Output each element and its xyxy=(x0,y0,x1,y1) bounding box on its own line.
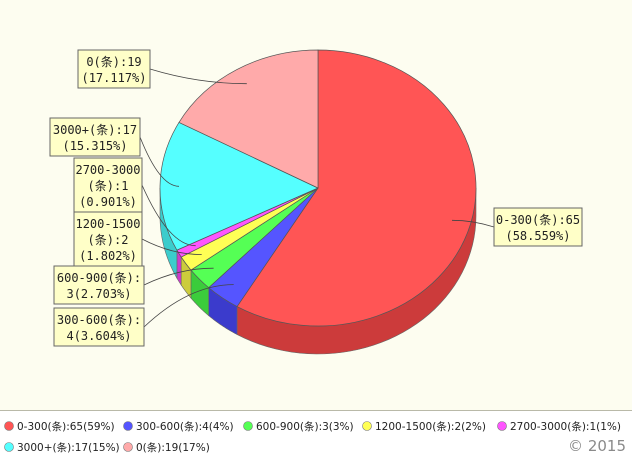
callout-text-4-1: (条):1 xyxy=(88,179,129,193)
callout-text-6-0: 0(条):19 xyxy=(86,55,141,69)
callout-text-0-0: 0-300(条):65 xyxy=(496,213,580,227)
callout-text-3-2: (1.802%) xyxy=(79,249,137,263)
callout-text-5-1: (15.315%) xyxy=(62,139,127,153)
legend-label-6: 0(条):19(17%) xyxy=(136,441,210,454)
callout-text-1-0: 300-600(条): xyxy=(57,313,141,327)
legend-label-2: 600-900(条):3(3%) xyxy=(256,420,354,433)
legend-label-5: 3000+(条):17(15%) xyxy=(17,441,120,454)
legend-marker-3 xyxy=(362,421,372,431)
callout-leader-6 xyxy=(149,68,247,85)
legend-label-3: 1200-1500(条):2(2%) xyxy=(375,420,486,433)
legend: 0-300(条):65(59%) 300-600(条):4(4%) 600-900(… xyxy=(0,412,632,459)
callout-leader-2 xyxy=(143,267,214,286)
callout-text-1-1: 4(3.604%) xyxy=(66,329,131,343)
callout-leader-1 xyxy=(143,284,234,328)
pie-chart: 0-300(条):65 (58.559%) 300-600(条): 4(3.604%)… xyxy=(49,49,583,355)
legend-label-1: 300-600(条):4(4%) xyxy=(136,420,234,433)
copyright-text: © 2015 xyxy=(568,437,626,455)
callout-text-5-0: 3000+(条):17 xyxy=(53,123,137,137)
callout-text-0-1: (58.559%) xyxy=(505,229,570,243)
legend-marker-4 xyxy=(497,421,507,431)
pie-slice-6 xyxy=(178,49,319,189)
legend-label-0: 0-300(条):65(59%) xyxy=(17,420,115,433)
legend-label-4: 2700-3000(条):1(1%) xyxy=(510,420,621,433)
callout-box-4 xyxy=(73,157,143,213)
callout-leader-4 xyxy=(141,184,196,247)
callout-text-2-1: 3(2.703%) xyxy=(66,287,131,301)
pie-slice-0 xyxy=(236,49,477,327)
callout-text-6-1: (17.117%) xyxy=(81,71,146,85)
callout-leader-5 xyxy=(139,136,180,187)
callout-box-1 xyxy=(53,307,145,347)
callout-box-2 xyxy=(53,265,145,305)
callout-box-6 xyxy=(77,49,151,89)
legend-marker-2 xyxy=(243,421,253,431)
callout-leader-0 xyxy=(451,219,495,228)
callout-leader-3 xyxy=(141,238,202,255)
callout-box-5 xyxy=(49,117,141,157)
callout-text-2-0: 600-900(条): xyxy=(57,271,141,285)
callout-text-3-1: (条):2 xyxy=(88,233,129,247)
callout-text-4-2: (0.901%) xyxy=(79,195,137,209)
legend-marker-6 xyxy=(123,442,133,452)
chart-area: 0-300(条):65 (58.559%) 300-600(条): 4(3.604%)… xyxy=(0,0,632,411)
callout-box-3 xyxy=(73,211,143,267)
legend-items: 0-300(条):65(59%) 300-600(条):4(4%) 600-900(… xyxy=(4,420,621,454)
legend-marker-0 xyxy=(4,421,14,431)
callout-text-3-0: 1200-1500 xyxy=(75,217,140,231)
callout-text-4-0: 2700-3000 xyxy=(75,163,140,177)
legend-marker-1 xyxy=(123,421,133,431)
callout-box-0 xyxy=(493,207,583,247)
legend-marker-5 xyxy=(4,442,14,452)
pie-slice-5 xyxy=(159,121,319,251)
